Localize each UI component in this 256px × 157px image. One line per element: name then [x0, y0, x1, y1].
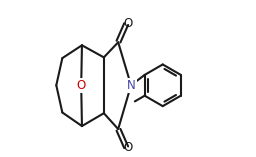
Text: N: N — [127, 79, 135, 92]
Text: O: O — [123, 141, 133, 154]
Text: O: O — [77, 79, 86, 92]
Text: O: O — [123, 17, 133, 30]
